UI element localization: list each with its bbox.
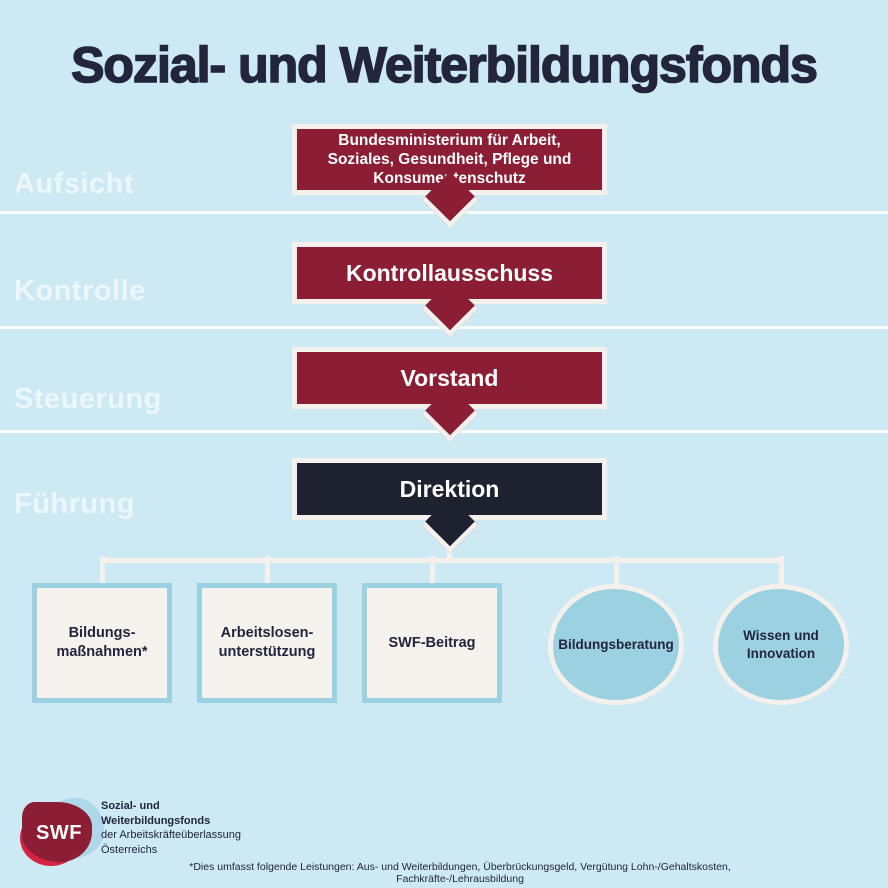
leaf-swf-beitrag: SWF-Beitrag xyxy=(362,583,502,703)
swf-logo: SWF xyxy=(20,796,104,868)
row-label-aufsicht: Aufsicht xyxy=(14,168,134,200)
connector-stub-arbeitslosenunterstuetzung xyxy=(265,556,270,586)
logo-wordmark-line-1: Sozial- und xyxy=(101,800,160,812)
leaf-bildungsmassnahmen-line-2: maßnahmen* xyxy=(56,644,148,660)
leaf-wissen-innovation-line-2: Innovation xyxy=(746,645,816,661)
connector-horizontal-line xyxy=(100,558,784,563)
leaf-bildungsmassnahmen: Bildungs- maßnahmen* xyxy=(32,583,172,703)
leaf-wissen-innovation: Wissen und Innovation xyxy=(713,584,849,705)
node-ministry: Bundesministerium für Arbeit, Soziales, … xyxy=(292,124,607,229)
node-ministry-line-1: Bundesministerium für Arbeit, xyxy=(338,132,561,149)
leaf-swf-beitrag-label: SWF-Beitrag xyxy=(388,634,476,651)
node-kontrollausschuss: Kontrollausschuss xyxy=(292,242,607,338)
logo-wordmark-line-3: der Arbeitskräfteüberlassung xyxy=(101,829,242,841)
connector-stub-bildungsberatung xyxy=(614,556,619,586)
pointer-down-icon xyxy=(421,385,478,443)
pointer-down-icon xyxy=(421,496,478,554)
connector-stub-wissen-innovation xyxy=(779,556,784,586)
leaf-arbeitslosenunterstuetzung-line-1: Arbeitslosen- xyxy=(220,625,314,641)
node-direktion: Direktion xyxy=(292,458,607,554)
row-label-fuehrung: Führung xyxy=(14,488,136,520)
node-ministry-line-2: Soziales, Gesundheit, Pflege und xyxy=(327,151,572,168)
leaf-arbeitslosenunterstuetzung-line-2: unterstützung xyxy=(218,644,316,660)
logo-wordmark-line-4: Österreichs xyxy=(101,843,158,856)
leaf-bildungsmassnahmen-line-1: Bildungs- xyxy=(68,625,136,641)
leaf-bildungsberatung-label: Bildungsberatung xyxy=(558,636,674,652)
footnote: *Dies umfasst folgende Leistungen: Aus- … xyxy=(189,861,731,885)
leaf-wissen-innovation-line-1: Wissen und xyxy=(743,627,819,643)
logo-maroon-blob-icon xyxy=(22,802,92,862)
row-label-steuerung: Steuerung xyxy=(14,383,162,415)
logo-wordmark: Sozial- und Weiterbildungsfonds der Arbe… xyxy=(101,799,241,857)
connector-stub-bildungsmassnahmen xyxy=(100,556,105,586)
page-title: Sozial- und Weiterbildungsfonds xyxy=(70,36,818,94)
leaf-arbeitslosenunterstuetzung: Arbeitslosen- unterstützung xyxy=(197,583,337,703)
logo-wordmark-line-2: Weiterbildungsfonds xyxy=(101,814,211,827)
connector-stub-swf-beitrag xyxy=(430,556,435,586)
row-label-kontrolle: Kontrolle xyxy=(14,275,146,307)
logo-monogram: SWF xyxy=(36,822,82,844)
node-vorstand: Vorstand xyxy=(292,347,607,443)
leaf-bildungsberatung: Bildungsberatung xyxy=(548,584,684,705)
